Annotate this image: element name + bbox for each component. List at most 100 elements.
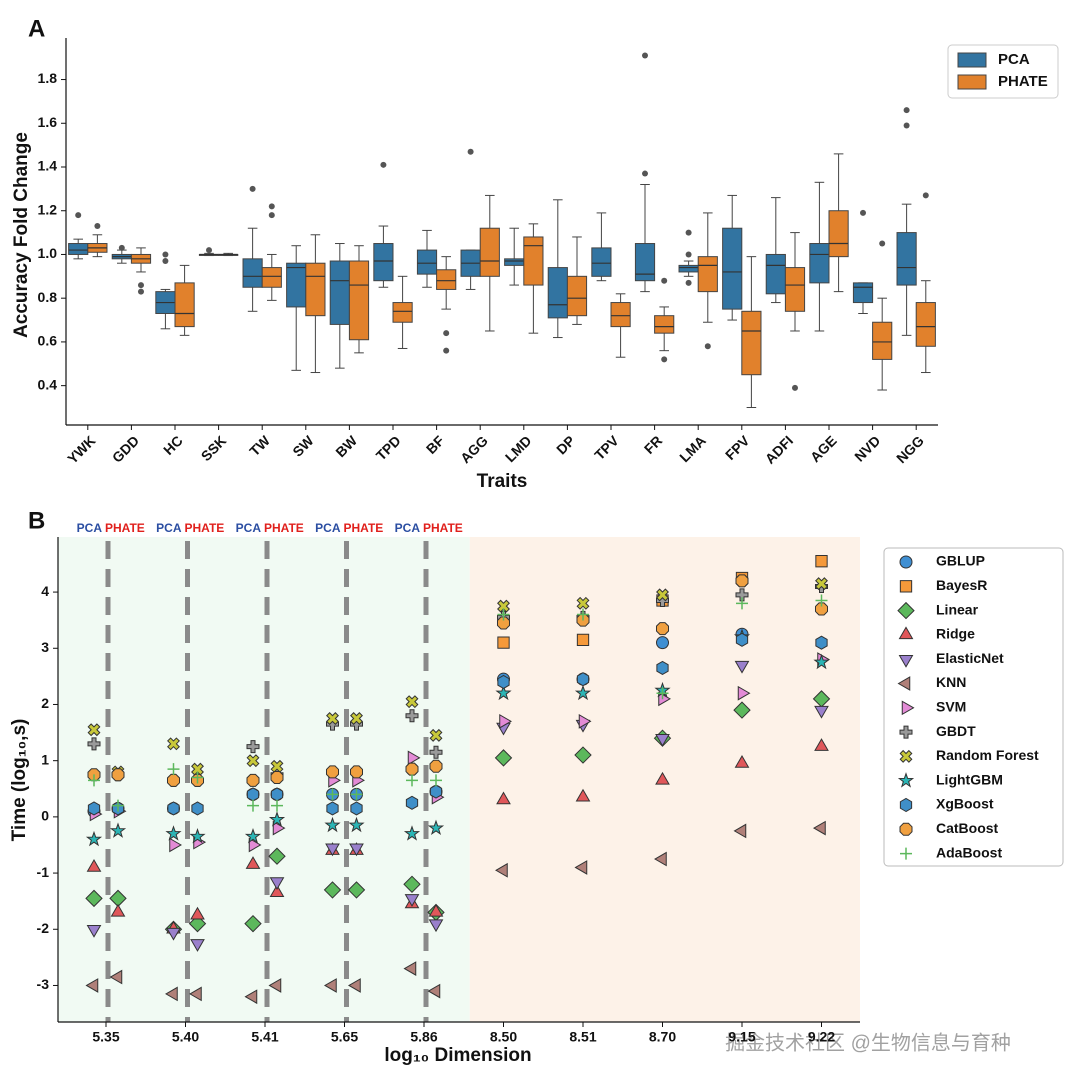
point	[655, 771, 670, 785]
box	[504, 227, 525, 286]
region-bg	[58, 537, 470, 1022]
box	[896, 107, 917, 336]
point	[655, 733, 670, 747]
box	[348, 245, 370, 354]
point	[574, 746, 592, 764]
point	[349, 765, 364, 779]
point	[247, 799, 259, 812]
legend-label: Linear	[936, 601, 979, 617]
point	[245, 856, 261, 869]
point	[405, 795, 419, 810]
x-tick-label: FPV	[722, 432, 753, 463]
box-body	[348, 260, 370, 341]
x-tick-label: BF	[423, 432, 448, 457]
point	[347, 978, 361, 993]
point	[244, 828, 262, 844]
point	[429, 759, 443, 773]
point	[348, 816, 365, 833]
box	[697, 212, 718, 350]
point	[575, 788, 591, 802]
watermark: 掘金技术社区 @生物信息与育种	[725, 1031, 1011, 1054]
y-tick-label: 0.8	[38, 289, 58, 305]
point	[191, 801, 204, 816]
box-body	[809, 243, 830, 284]
box-body	[610, 302, 631, 328]
point	[576, 633, 590, 647]
legend-label: SVM	[936, 699, 966, 715]
box-body	[242, 258, 263, 288]
point	[497, 674, 510, 690]
box-body	[828, 210, 849, 258]
point	[814, 602, 829, 616]
x-axis-label: log₁₀ Dimension	[384, 1045, 531, 1066]
point	[268, 811, 286, 827]
group-label: PHATE	[264, 521, 304, 535]
point	[167, 763, 180, 776]
point	[578, 713, 592, 729]
box	[547, 199, 568, 339]
box-body	[678, 264, 699, 273]
point	[815, 555, 828, 568]
point	[405, 695, 419, 709]
point	[87, 737, 101, 751]
point	[324, 816, 341, 833]
x-tick-label: TPD	[373, 432, 404, 463]
point	[405, 762, 419, 776]
point	[269, 884, 285, 897]
point	[497, 636, 510, 649]
x-tick-label: TPV	[591, 432, 622, 463]
point	[268, 847, 286, 865]
point	[653, 851, 667, 867]
x-tick-label: 5.65	[331, 1029, 358, 1045]
legend-label: AdaBoost	[936, 844, 1002, 860]
point	[270, 771, 284, 785]
point	[350, 801, 363, 816]
point	[270, 787, 284, 802]
series	[85, 628, 830, 847]
point	[899, 749, 913, 763]
box-body	[697, 256, 718, 293]
box	[809, 181, 830, 332]
point	[246, 754, 260, 768]
outlier	[249, 185, 256, 192]
box-body	[174, 282, 195, 328]
outlier	[162, 251, 169, 258]
box-body	[68, 243, 89, 255]
box	[329, 243, 350, 369]
box	[872, 240, 893, 391]
legend-label: KNN	[936, 674, 966, 690]
outlier	[380, 161, 387, 168]
point	[899, 822, 913, 836]
x-tick-label: LMD	[502, 432, 535, 465]
box	[111, 244, 132, 264]
legend-label: Ridge	[936, 626, 975, 642]
box	[591, 212, 612, 282]
group-label: PHATE	[185, 521, 225, 535]
point	[246, 773, 260, 787]
box	[634, 52, 656, 293]
point	[735, 632, 749, 647]
point	[737, 685, 751, 701]
point	[576, 596, 590, 610]
point	[164, 986, 178, 1002]
outlier	[704, 343, 711, 350]
box-body	[504, 258, 525, 266]
box	[286, 245, 307, 371]
box-body	[654, 315, 675, 334]
point	[188, 986, 202, 1002]
point	[326, 801, 339, 816]
point	[655, 622, 670, 636]
legend-label: PCA	[998, 51, 1030, 68]
point	[169, 837, 182, 853]
point	[429, 745, 443, 759]
point	[167, 801, 180, 816]
point	[86, 858, 102, 872]
outlier	[903, 122, 910, 129]
box	[722, 194, 743, 321]
y-tick-label: 1	[41, 751, 49, 767]
series	[87, 632, 828, 816]
outlier	[443, 347, 450, 354]
x-tick-label: ADFI	[762, 432, 796, 466]
point	[109, 822, 127, 838]
point	[656, 588, 669, 602]
